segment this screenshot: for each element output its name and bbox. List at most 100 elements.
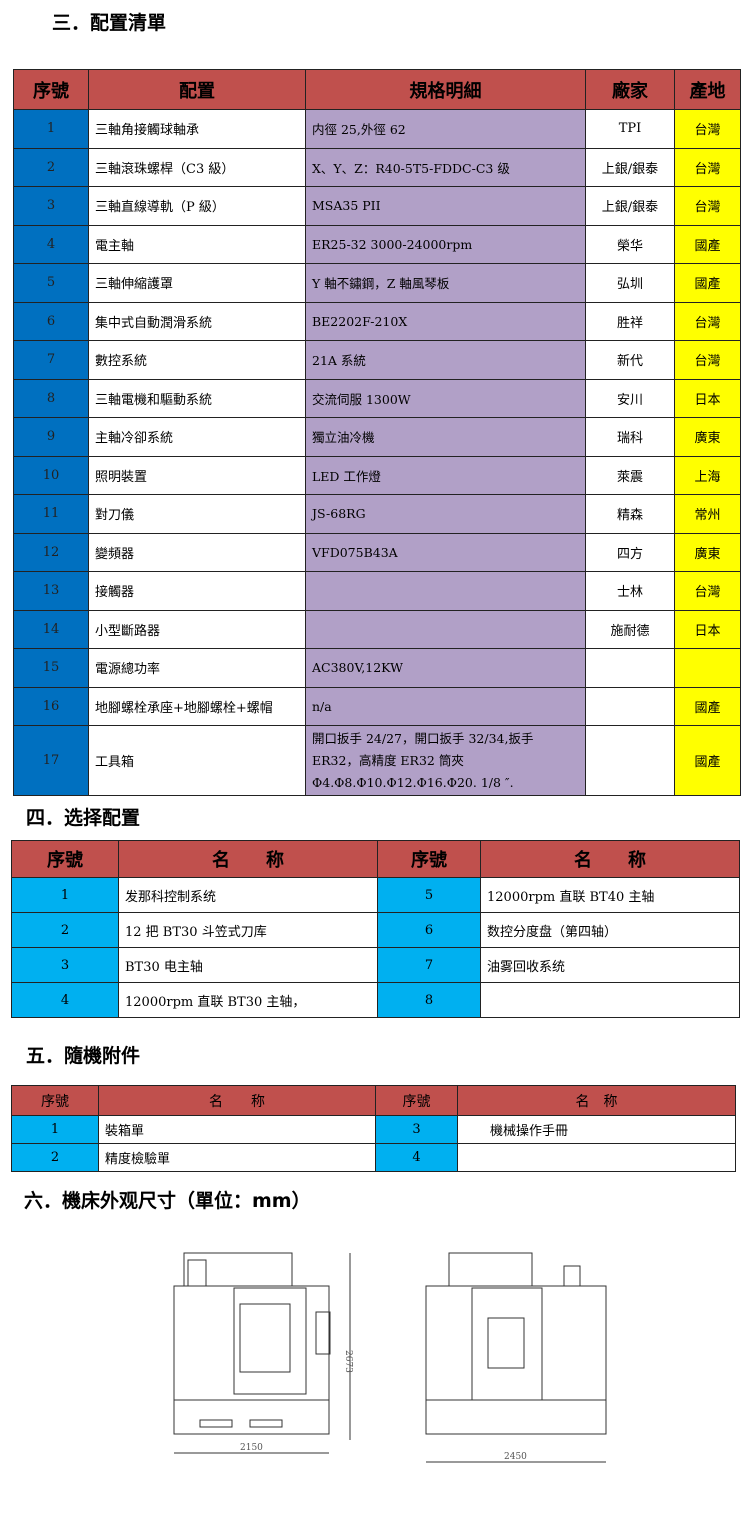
table-cell: 常州 (674, 494, 741, 534)
table-cell: 對刀儀 (88, 494, 306, 534)
table-cell: 三軸電機和驅動系統 (88, 378, 306, 418)
column-header: 規格明細 (305, 69, 586, 110)
table-row: 8 三軸電機和驅動系統 交流伺服 1300W 安川 日本 (13, 378, 741, 418)
table-cell: 弘圳 (585, 263, 675, 303)
table-cell: 裝箱單 (98, 1115, 376, 1144)
table-cell: 小型斷路器 (88, 609, 306, 649)
column-header: 序號 (11, 840, 119, 878)
table-cell: 5 (377, 877, 481, 913)
table-cell: 12 (13, 532, 89, 572)
table-cell: 國產 (674, 686, 741, 726)
table-cell: 4 (11, 982, 119, 1018)
front-width-label: 2150 (240, 1443, 263, 1453)
table-cell: 廣東 (674, 417, 741, 457)
height-label: 2673 (343, 1350, 353, 1373)
table-cell: 6 (377, 912, 481, 948)
table-cell: BE2202F-210X (305, 301, 586, 341)
table-row: 11 對刀儀 JS-68RG 精森 常州 (13, 494, 741, 534)
table-cell: 11 (13, 494, 89, 534)
table-cell: 日本 (674, 609, 741, 649)
table-row: 10 照明裝置 LED 工作燈 萊震 上海 (13, 455, 741, 495)
table-cell: 12 把 BT30 斗笠式刀库 (118, 912, 378, 948)
table-cell: 台灣 (674, 147, 741, 187)
table-cell: 上銀/銀泰 (585, 186, 675, 226)
table-row: 12 變頻器 VFD075B43A 四方 廣東 (13, 532, 741, 572)
optional-config-table: 序號名 称序號名 称 1 发那科控制系统 5 12000rpm 直联 BT40 主轴 2 1… (11, 840, 740, 1018)
table-row: 4 電主軸 ER25-32 3000-24000rpm 榮华 國產 (13, 224, 741, 264)
table-cell: 7 (13, 340, 89, 380)
table-cell: 電源總功率 (88, 648, 306, 688)
table-row: 15 電源總功率 AC380V,12KW (13, 648, 741, 688)
table-cell: 1 (11, 1115, 99, 1144)
table-cell: 榮华 (585, 224, 675, 264)
table-cell: 國產 (674, 224, 741, 264)
table-cell: 精度檢驗單 (98, 1143, 376, 1172)
table-cell: 開口扳手 24/27，開口扳手 32/34,扳手 ER32，高精度 ER32 筒… (305, 725, 586, 796)
table-cell: 安川 (585, 378, 675, 418)
table-cell: 4 (375, 1143, 458, 1172)
column-header: 產地 (674, 69, 741, 110)
table-row: 3 BT30 电主轴 7 油雾回收系统 (11, 947, 740, 983)
table-cell: ER25-32 3000-24000rpm (305, 224, 586, 264)
table-cell: 台灣 (674, 301, 741, 341)
table-row: 14 小型斷路器 施耐德 日本 (13, 609, 741, 649)
table-cell: 三軸直線導軌（P 級） (88, 186, 306, 226)
table-cell: 8 (377, 982, 481, 1018)
table-cell: 台灣 (674, 571, 741, 611)
column-header: 名 称 (457, 1085, 736, 1116)
table-cell: 交流伺服 1300W (305, 378, 586, 418)
table-cell: 21A 系統 (305, 340, 586, 380)
table-row: 9 主軸冷卻系統 獨立油冷機 瑞科 廣東 (13, 417, 741, 457)
table-cell: 萊震 (585, 455, 675, 495)
table-row: 16 地腳螺栓承座+地腳螺栓+螺帽 n/a 國產 (13, 686, 741, 726)
table-cell (305, 609, 586, 649)
table-row: 1 三軸角接觸球軸承 内徑 25,外徑 62 TPI 台灣 (13, 109, 741, 149)
table-cell: 1 (11, 877, 119, 913)
table-cell: 上海 (674, 455, 741, 495)
column-header: 配置 (88, 69, 306, 110)
table-row: 2 12 把 BT30 斗笠式刀库 6 数控分度盘（第四轴） (11, 912, 740, 948)
config-table: 序號 配置 規格明細 廠家 產地 1 三軸角接觸球軸承 内徑 25,外徑 62 TPI 台灣 2 三… (13, 69, 741, 796)
table-cell: 地腳螺栓承座+地腳螺栓+螺帽 (88, 686, 306, 726)
table-cell: 變頻器 (88, 532, 306, 572)
table-cell: 國產 (674, 725, 741, 796)
column-header: 名 称 (98, 1085, 376, 1116)
table-row: 1 裝箱單 3 機械操作手冊 (11, 1115, 736, 1144)
table-cell: 15 (13, 648, 89, 688)
table-cell: 施耐德 (585, 609, 675, 649)
table-cell (674, 648, 741, 688)
table-cell: 12000rpm 直联 BT30 主轴， (118, 982, 378, 1018)
table-cell (457, 1143, 736, 1172)
table-cell: 獨立油冷機 (305, 417, 586, 457)
table-cell: 3 (13, 186, 89, 226)
table-cell: 胜祥 (585, 301, 675, 341)
table-row: 2 三軸滾珠螺桿（C3 級） X、Y、Z：R40-5T5-FDDC-C3 级上銀/銀… (13, 147, 741, 187)
table-cell: 照明裝置 (88, 455, 306, 495)
table-row: 7 數控系統 21A 系統 新代 台灣 (13, 340, 741, 380)
table-cell: 四方 (585, 532, 675, 572)
table-cell: VFD075B43A (305, 532, 586, 572)
table-cell: TPI (585, 109, 675, 149)
table-cell: 16 (13, 686, 89, 726)
table-cell: 10 (13, 455, 89, 495)
table-cell: 12000rpm 直联 BT40 主轴 (480, 877, 740, 913)
column-header: 名 称 (480, 840, 740, 878)
table-row: 5 三軸伸縮護罩 Y 軸不鏽鋼，Z 軸風琴板 弘圳 國產 (13, 263, 741, 303)
table-cell: 機械操作手冊 (457, 1115, 736, 1144)
table-cell: MSA35 PII (305, 186, 586, 226)
table-cell: 2 (11, 912, 119, 948)
table-row: 17 工具箱 開口扳手 24/27，開口扳手 32/34,扳手 ER32，高精度 E… (13, 725, 741, 796)
table-cell: 新代 (585, 340, 675, 380)
table-cell (305, 571, 586, 611)
machine-dimension-drawing: 2150 2673 2450 (173, 1252, 607, 1463)
column-header: 廠家 (585, 69, 675, 110)
table-cell: 三軸伸縮護罩 (88, 263, 306, 303)
side-width-label: 2450 (504, 1452, 527, 1462)
column-header: 序號 (13, 69, 89, 110)
table-cell: 台灣 (674, 340, 741, 380)
table-cell: 14 (13, 609, 89, 649)
table-row: 2 精度檢驗單 4 (11, 1143, 736, 1172)
table-cell: 13 (13, 571, 89, 611)
table-cell: 三軸滾珠螺桿（C3 級） (88, 147, 306, 187)
table-cell: 1 (13, 109, 89, 149)
